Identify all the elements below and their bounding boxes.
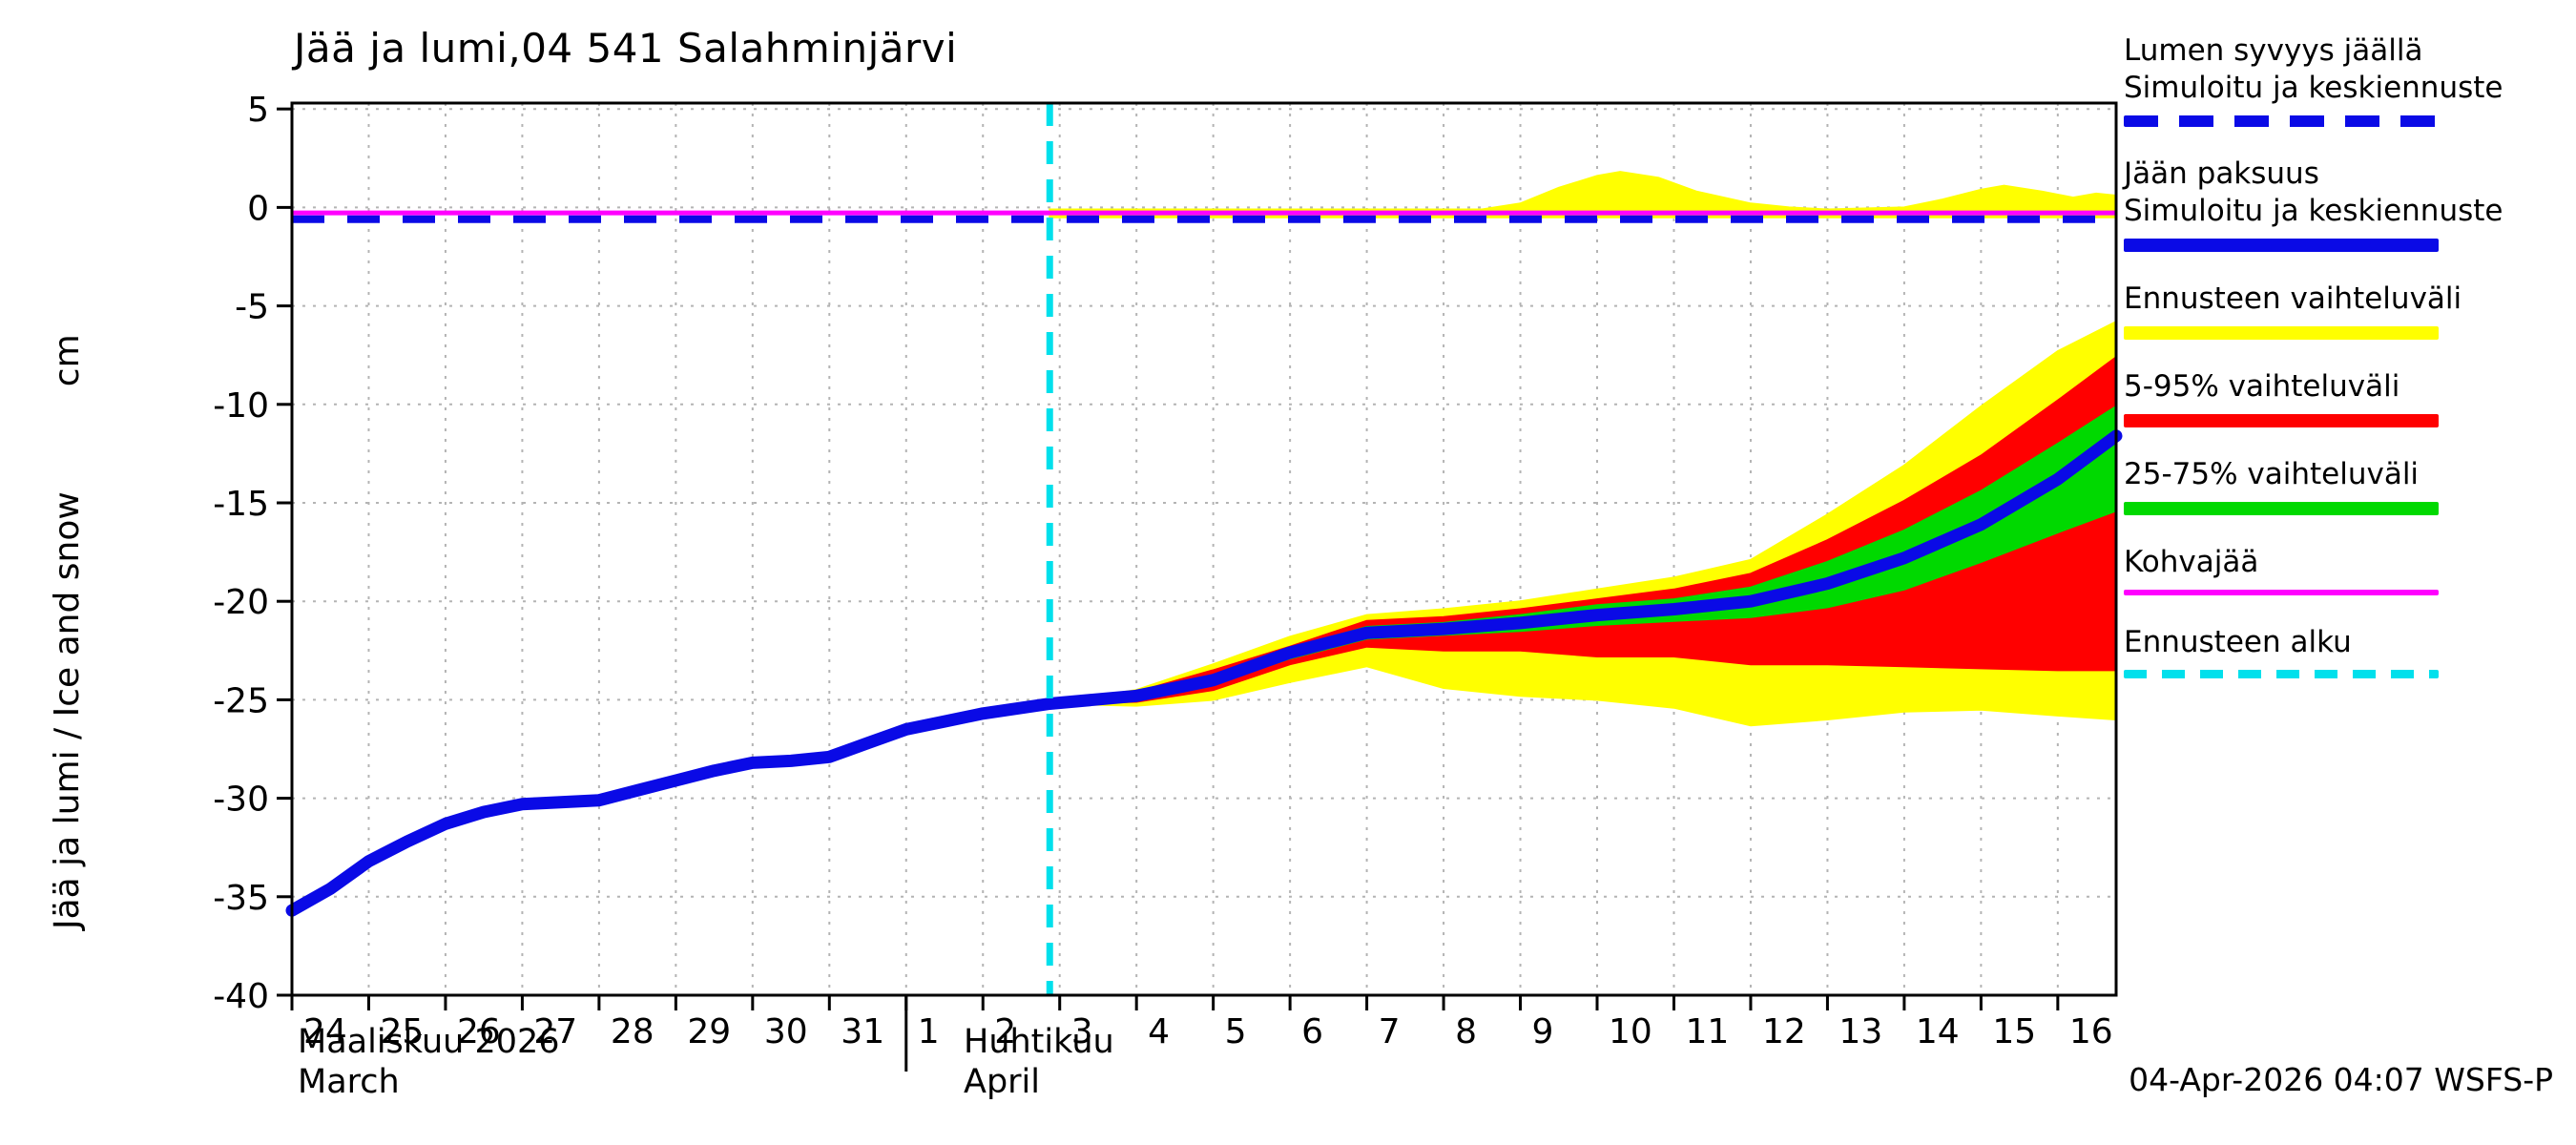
legend-label: 5-95% vaihteluväli [2124,369,2400,404]
timestamp: 04-Apr-2026 04:07 WSFS-P [2129,1061,2553,1098]
legend-label: Jään paksuus [2124,156,2319,191]
plot-frame [290,101,2118,997]
legend-item-range-25-75: 25-75% vaihteluväli [2124,456,2563,515]
month-label-group: Huhtikuu April [964,1023,1114,1101]
x-tick-label: 5 [1225,1012,1247,1051]
x-tick-label: 9 [1532,1012,1554,1051]
x-tick-label: 16 [2069,1012,2113,1051]
x-tick-label: 26 [457,1012,501,1051]
y-axis-label-text: Jää ja lumi / Ice and snow [48,491,87,929]
legend-label: Ennusteen vaihteluväli [2124,281,2462,316]
legend-label: Lumen syvyys jäällä [2124,33,2423,68]
month-label: Maaliskuu 2026 [298,1023,560,1061]
y-tick-label: -25 [213,681,269,720]
x-tick-label: 3 [1071,1012,1093,1051]
legend-sample-forecast-start [2124,670,2439,678]
legend-sample-range-5-95 [2124,414,2439,427]
y-tick-label: -35 [213,879,269,918]
legend-item-range-5-95: 5-95% vaihteluväli [2124,368,2563,427]
legend-label: Simuloitu ja keskiennuste [2124,194,2503,228]
y-tick-label: -20 [213,583,269,622]
legend-sample-snow-depth-on-ice [2124,115,2439,127]
y-tick-label: -30 [213,781,269,820]
legend-sample-forecast-range [2124,326,2439,340]
legend: Lumen syvyys jäällä Simuloitu ja keskienn… [2124,32,2563,678]
y-tick-label: -10 [213,386,269,426]
x-tick-label: 29 [687,1012,731,1051]
legend-label: Simuloitu ja keskiennuste [2124,71,2503,105]
legend-item-kohvajaa: Kohvajää [2124,544,2563,595]
y-tick-label: 0 [247,189,269,228]
x-tick-label: 25 [380,1012,424,1051]
legend-item-snow-depth-on-ice: Lumen syvyys jäällä Simuloitu ja keskienn… [2124,32,2563,127]
x-tick-label: 30 [764,1012,808,1051]
legend-label: Kohvajää [2124,545,2259,579]
x-tick-label: 15 [1992,1012,2036,1051]
x-tick-label: 4 [1148,1012,1170,1051]
month-sublabel: April [964,1063,1040,1101]
legend-item-forecast-start: Ennusteen alku [2124,624,2563,678]
x-tick-label: 13 [1839,1012,1882,1051]
legend-label: 25-75% vaihteluväli [2124,457,2420,491]
x-tick-label: 11 [1685,1012,1729,1051]
month-label: Huhtikuu [964,1023,1114,1061]
x-tick-label: 14 [1916,1012,1960,1051]
legend-sample-range-25-75 [2124,502,2439,515]
y-tick-label: 5 [247,91,269,130]
x-tick-label: 24 [303,1012,347,1051]
legend-label: Ennusteen alku [2124,625,2352,659]
ice-median-line [285,429,2123,917]
y-tick-label: -15 [213,485,269,524]
x-tick-label: 8 [1455,1012,1477,1051]
x-tick-label: 28 [611,1012,654,1051]
x-tick-label: 7 [1379,1012,1401,1051]
chart-title: Jää ja lumi,04 541 Salahminjärvi [294,25,958,72]
month-sublabel: March [298,1063,400,1101]
y-tick-label: -5 [235,288,269,327]
x-tick-label: 6 [1301,1012,1323,1051]
legend-item-ice-thickness: Jään paksuus Simuloitu ja keskiennuste [2124,156,2563,252]
x-tick-label: 10 [1609,1012,1652,1051]
x-tick-label: 2 [994,1012,1016,1051]
y-axis-unit: cm [48,334,87,387]
x-tick-label: 31 [841,1012,884,1051]
x-tick-label: 27 [533,1012,577,1051]
grid-layer [292,103,2116,996]
x-tick-label: 1 [918,1012,940,1051]
y-axis-label: Jää ja lumi / Ice and snow cm [48,334,87,929]
y-tick-label: -40 [213,977,269,1016]
band-snow-forecast-range [1049,171,2117,219]
bands-layer [1049,320,2117,727]
x-tick-label: 12 [1762,1012,1806,1051]
month-label-group: Maaliskuu 2026 March [298,1023,560,1101]
legend-sample-kohvajaa [2124,590,2439,595]
legend-item-forecast-range: Ennusteen vaihteluväli [2124,281,2563,340]
legend-sample-ice-thickness [2124,239,2439,252]
